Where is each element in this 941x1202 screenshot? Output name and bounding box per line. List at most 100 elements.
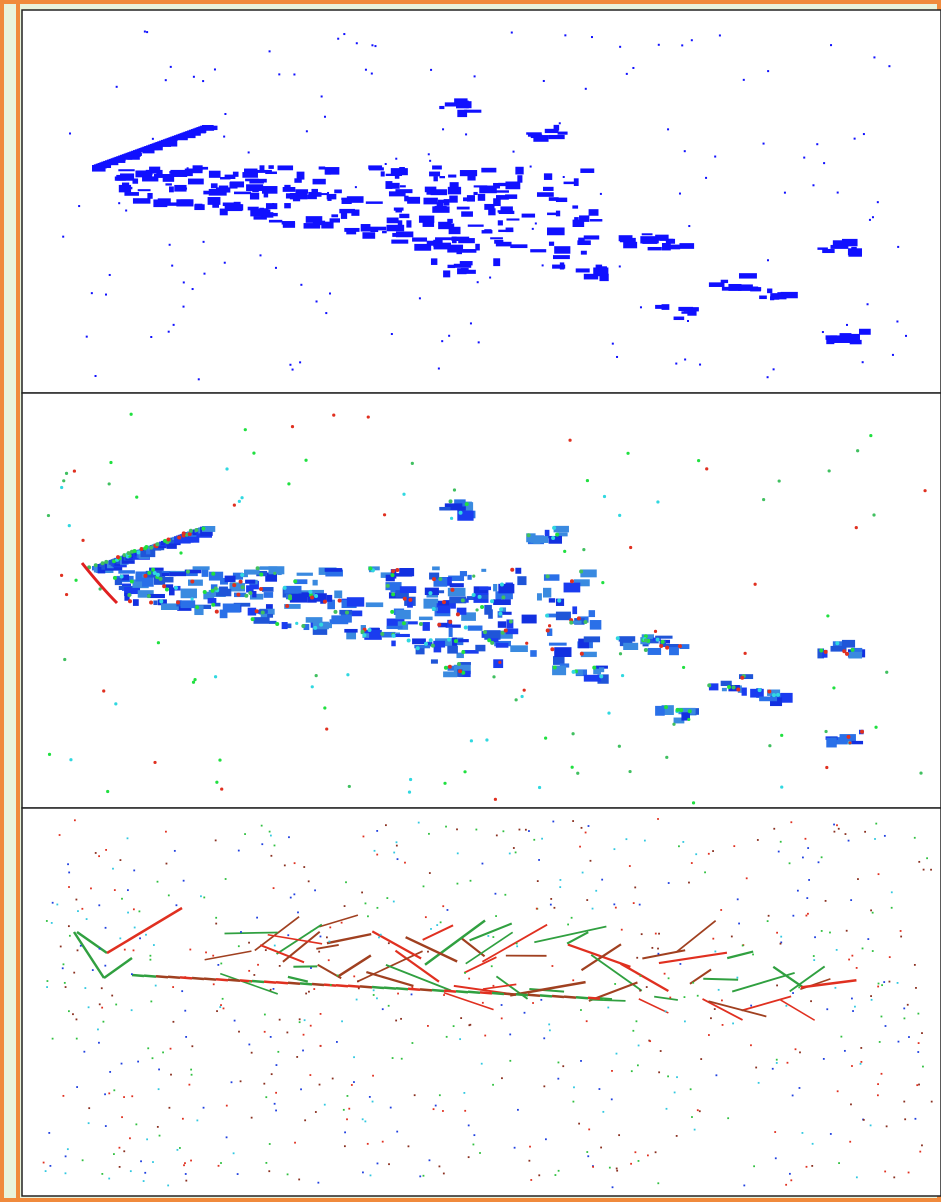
hit-dot	[704, 871, 706, 873]
hit-dot	[256, 566, 260, 570]
hit-dot	[585, 88, 587, 90]
hit-dot	[311, 930, 313, 932]
hit-dot	[237, 1173, 239, 1175]
hit-block	[573, 220, 585, 227]
hit-block	[262, 587, 274, 592]
hit-dot	[299, 361, 301, 363]
hit-dot	[157, 1126, 159, 1128]
hit-dot	[516, 945, 518, 947]
hit-dot	[200, 895, 202, 897]
hit-dot	[545, 614, 549, 618]
hit-dot	[65, 472, 68, 475]
hit-dot	[418, 822, 420, 824]
hit-dot	[190, 1069, 192, 1071]
hit-block	[445, 102, 463, 106]
hit-dot	[179, 1147, 181, 1149]
hit-dot	[380, 632, 384, 636]
hit-dot	[424, 642, 428, 646]
hit-dot	[123, 1096, 125, 1098]
hit-block	[254, 617, 270, 624]
hit-block	[208, 598, 217, 604]
hit-dot	[557, 1078, 559, 1080]
hit-block	[219, 587, 228, 595]
hit-dot	[65, 1155, 67, 1157]
hit-dot	[490, 599, 494, 603]
hit-block	[400, 586, 416, 593]
hit-dot	[284, 864, 286, 866]
hit-dot	[289, 364, 291, 366]
hit-dot	[74, 579, 77, 582]
hit-dot	[465, 133, 467, 135]
hit-block	[674, 317, 685, 320]
hit-dot	[870, 909, 872, 911]
hit-dot	[345, 610, 349, 614]
hit-dot	[558, 1170, 560, 1172]
hit-block	[580, 168, 594, 172]
hit-block	[225, 576, 236, 583]
hit-dot	[468, 978, 470, 980]
hit-dot	[482, 1002, 484, 1004]
hit-block	[576, 269, 580, 271]
hit-dot	[241, 585, 245, 589]
hit-dot	[805, 915, 807, 917]
hit-dot	[305, 993, 307, 995]
hit-dot	[886, 1125, 888, 1127]
hit-block	[435, 237, 452, 240]
hit-dot	[273, 887, 275, 889]
hit-dot	[744, 652, 747, 655]
inner-stripe	[16, 4, 20, 1200]
hit-block	[146, 170, 156, 174]
hit-dot	[903, 1101, 905, 1103]
hit-block	[506, 218, 519, 220]
hit-dot	[915, 1118, 917, 1120]
hit-dot	[67, 1148, 69, 1150]
hit-dot	[146, 1138, 148, 1140]
hit-dot	[429, 638, 433, 642]
track	[336, 985, 348, 986]
hit-dot	[904, 1017, 906, 1019]
hit-dot	[170, 1074, 172, 1076]
hit-dot	[655, 1151, 657, 1153]
hit-dot	[896, 320, 898, 322]
hit-dot	[428, 833, 430, 835]
hit-dot	[77, 949, 79, 951]
hit-dot	[275, 1110, 277, 1112]
hit-dot	[391, 592, 395, 596]
hit-dot	[238, 945, 240, 947]
hit-dot	[51, 922, 53, 924]
hit-dot	[279, 1019, 281, 1021]
hit-dot	[203, 897, 205, 899]
hit-dot	[438, 577, 442, 581]
hit-dot	[857, 878, 859, 880]
hit-block	[351, 610, 362, 616]
hit-block	[395, 610, 410, 619]
hit-dot	[908, 1036, 910, 1038]
hit-dot	[665, 646, 669, 650]
hit-block	[549, 598, 555, 602]
hit-dot	[851, 1065, 853, 1067]
hit-dot	[767, 70, 769, 72]
hit-dot	[255, 609, 259, 613]
hit-dot	[813, 955, 815, 957]
hit-dot	[449, 499, 453, 503]
hit-block	[331, 615, 348, 624]
hit-dot	[658, 933, 660, 935]
hit-dot	[62, 1095, 64, 1097]
hit-dot	[879, 1041, 881, 1043]
hit-block	[522, 214, 535, 218]
hit-dot	[830, 1133, 832, 1135]
hit-dot	[177, 535, 181, 539]
hit-block	[681, 311, 694, 313]
hit-dot	[591, 36, 593, 38]
hit-block	[448, 588, 466, 596]
hit-block	[549, 643, 567, 646]
hit-dot	[234, 1020, 236, 1022]
hit-dot	[248, 591, 252, 595]
hit-dot	[571, 917, 573, 919]
hit-dot	[478, 341, 480, 343]
hit-dot	[532, 228, 534, 230]
hit-dot	[885, 1025, 887, 1027]
hit-block	[244, 570, 260, 575]
hit-dot	[738, 923, 740, 925]
hit-dot	[456, 828, 458, 830]
